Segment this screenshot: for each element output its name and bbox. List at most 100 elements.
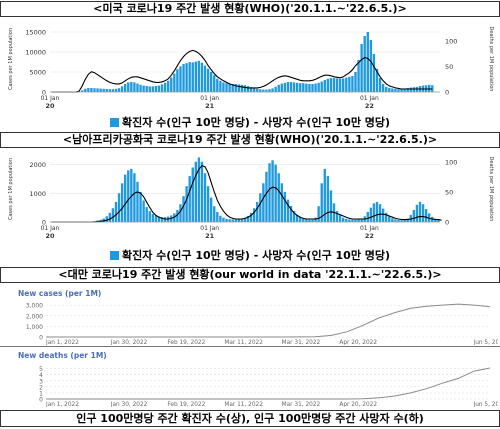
case-bar: [369, 40, 373, 92]
case-bar: [283, 82, 287, 92]
us-legend: 확진자 수(인구 10만 명당) - 사망자 수(인구 10만 명당): [0, 114, 500, 130]
case-bar: [400, 220, 403, 222]
divider: [0, 346, 500, 347]
case-bar: [342, 217, 345, 222]
case-bar: [314, 217, 317, 222]
case-bar: [403, 219, 406, 222]
case-bar: [234, 84, 237, 92]
case-bar: [268, 163, 271, 222]
case-bar: [154, 86, 158, 92]
case-bar: [354, 72, 357, 92]
case-bar: [142, 200, 145, 222]
case-bar: [219, 215, 222, 222]
case-bar: [200, 161, 204, 222]
case-bar: [394, 219, 397, 222]
case-bar: [179, 204, 182, 222]
case-bar: [96, 88, 99, 92]
case-bar: [216, 211, 219, 222]
x-tick-year: 22: [365, 232, 374, 240]
case-bar: [111, 208, 115, 222]
x-tick-label: Jun 5, 2022: [472, 402, 498, 407]
case-bar: [271, 160, 274, 222]
series-line: [46, 367, 491, 400]
x-tick-label: 01 Jan: [41, 225, 60, 232]
chart-title: New deaths (per 1M): [18, 351, 107, 360]
case-bar: [127, 82, 130, 92]
case-bar: [222, 217, 225, 222]
case-bar: [105, 216, 108, 222]
case-bar: [369, 207, 373, 222]
case-bar: [348, 219, 351, 222]
case-bar: [265, 171, 268, 222]
x-tick-label: 01 Jan: [360, 95, 379, 102]
case-bar: [326, 176, 330, 222]
x-tick-year: 20: [45, 232, 55, 240]
case-bar: [81, 90, 84, 92]
case-bar: [157, 216, 161, 222]
case-bar: [90, 88, 93, 92]
case-bar: [176, 209, 179, 222]
case-bar: [421, 204, 425, 222]
case-bar: [428, 213, 431, 222]
case-bar: [151, 86, 155, 92]
case-bar: [166, 80, 170, 92]
y-tick-label: 4: [39, 372, 43, 379]
y-tick-label: 0: [39, 335, 43, 342]
x-tick-label: 01 Jan: [200, 225, 219, 232]
case-bar: [314, 83, 317, 92]
left-axis-label: Cases per 1M population: [8, 158, 14, 220]
case-bar: [375, 68, 379, 92]
case-bar: [329, 78, 333, 92]
case-bar: [130, 82, 133, 92]
case-bar: [292, 82, 296, 92]
case-bar: [372, 203, 376, 222]
case-bar: [385, 86, 388, 92]
case-bar: [124, 174, 127, 222]
case-bar: [87, 88, 90, 92]
case-bar: [213, 75, 216, 92]
case-bar: [394, 88, 397, 92]
chart-title: New cases (per 1M): [18, 289, 101, 298]
tw-deaths-chart: New deaths (per 1M) 5 4 3 2 1 0 Jan 1, 2022 Jan …: [2, 349, 500, 408]
x-tick-label: 01 Jan: [200, 95, 219, 102]
case-bar: [332, 78, 336, 92]
case-bar: [357, 60, 360, 92]
case-bar: [203, 65, 207, 92]
case-bar: [397, 219, 400, 222]
series-line: [46, 303, 491, 338]
case-bar: [127, 170, 130, 222]
case-bar: [185, 186, 188, 222]
left-tick-label: 1000: [29, 190, 46, 198]
case-bar: [289, 205, 293, 222]
case-bar: [249, 87, 253, 92]
case-bar: [151, 213, 155, 222]
case-bar: [317, 82, 320, 92]
case-bar: [418, 201, 422, 222]
case-bar: [163, 217, 167, 222]
case-bar: [157, 85, 161, 92]
case-bar: [351, 76, 354, 92]
case-bar: [434, 218, 437, 222]
case-bar: [412, 209, 416, 222]
case-bar: [360, 44, 363, 92]
case-bar: [412, 87, 416, 92]
x-tick-label: Jan 30, 2022: [110, 340, 148, 345]
case-bar: [363, 36, 366, 92]
case-bar: [206, 186, 210, 222]
case-bar: [424, 209, 428, 222]
right-tick-label: 100: [445, 38, 457, 46]
case-bar: [265, 89, 268, 92]
case-bar: [111, 89, 115, 92]
case-bar: [231, 84, 234, 92]
case-bar: [225, 218, 228, 222]
case-bar: [148, 86, 151, 92]
case-bar: [295, 214, 299, 222]
case-bar: [209, 72, 213, 92]
right-tick-label: 50: [445, 63, 453, 71]
case-bar: [145, 86, 148, 92]
case-bar: [262, 89, 265, 92]
case-bar: [225, 83, 228, 92]
case-bar: [274, 86, 277, 92]
cases-bar-swatch: [109, 118, 119, 127]
case-bar: [145, 207, 148, 222]
